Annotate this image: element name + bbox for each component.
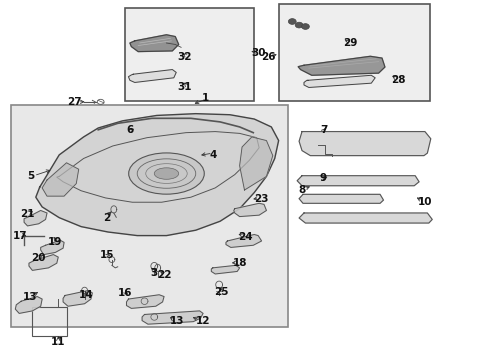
Text: 11: 11	[51, 337, 65, 347]
Text: 19: 19	[48, 237, 62, 247]
Text: 29: 29	[343, 38, 357, 48]
Polygon shape	[15, 297, 42, 314]
Ellipse shape	[154, 168, 178, 179]
Text: 6: 6	[126, 125, 133, 135]
Text: 26: 26	[260, 52, 275, 62]
Ellipse shape	[128, 153, 204, 194]
Polygon shape	[299, 194, 383, 203]
Polygon shape	[233, 203, 266, 217]
Text: 7: 7	[319, 125, 326, 135]
Text: 21: 21	[20, 209, 35, 219]
Polygon shape	[299, 132, 430, 156]
Polygon shape	[297, 176, 418, 186]
Text: 4: 4	[209, 150, 216, 160]
Text: 12: 12	[195, 316, 210, 325]
Text: 8: 8	[298, 185, 305, 195]
Text: 9: 9	[319, 173, 326, 183]
Polygon shape	[304, 75, 374, 87]
Text: 27: 27	[67, 97, 82, 107]
Bar	[125, 8, 254, 101]
Text: 32: 32	[178, 52, 192, 62]
Text: 13: 13	[22, 292, 37, 302]
Circle shape	[295, 22, 303, 28]
Polygon shape	[126, 295, 163, 309]
Text: 18: 18	[232, 258, 246, 268]
Text: 15: 15	[100, 249, 114, 260]
Text: 14: 14	[79, 291, 93, 301]
Bar	[278, 4, 429, 101]
Text: 13: 13	[170, 316, 184, 325]
Text: 24: 24	[238, 232, 252, 242]
Text: 3: 3	[150, 268, 158, 278]
Text: 30: 30	[250, 48, 265, 58]
Polygon shape	[142, 311, 203, 324]
Text: 2: 2	[103, 213, 110, 222]
Polygon shape	[63, 291, 92, 306]
Text: 16: 16	[118, 288, 132, 298]
Text: 1: 1	[202, 93, 209, 103]
Polygon shape	[24, 211, 47, 226]
Bar	[11, 105, 288, 327]
Polygon shape	[239, 137, 272, 190]
Text: 20: 20	[31, 253, 46, 263]
Circle shape	[288, 19, 296, 24]
Text: 10: 10	[417, 197, 431, 207]
Polygon shape	[225, 234, 261, 247]
Polygon shape	[299, 213, 431, 223]
Text: 28: 28	[390, 75, 405, 85]
Text: 5: 5	[27, 171, 35, 181]
Polygon shape	[29, 255, 58, 270]
Text: 23: 23	[254, 194, 268, 204]
Polygon shape	[42, 163, 79, 196]
Text: 17: 17	[13, 231, 27, 240]
Text: 25: 25	[213, 287, 228, 297]
Bar	[32, 307, 67, 336]
Polygon shape	[211, 265, 239, 274]
Polygon shape	[130, 35, 178, 51]
Circle shape	[301, 24, 309, 30]
Polygon shape	[128, 69, 176, 82]
Text: 22: 22	[157, 270, 171, 280]
Text: 31: 31	[178, 82, 192, 93]
Polygon shape	[36, 114, 278, 235]
Polygon shape	[41, 240, 64, 255]
Polygon shape	[298, 56, 384, 75]
